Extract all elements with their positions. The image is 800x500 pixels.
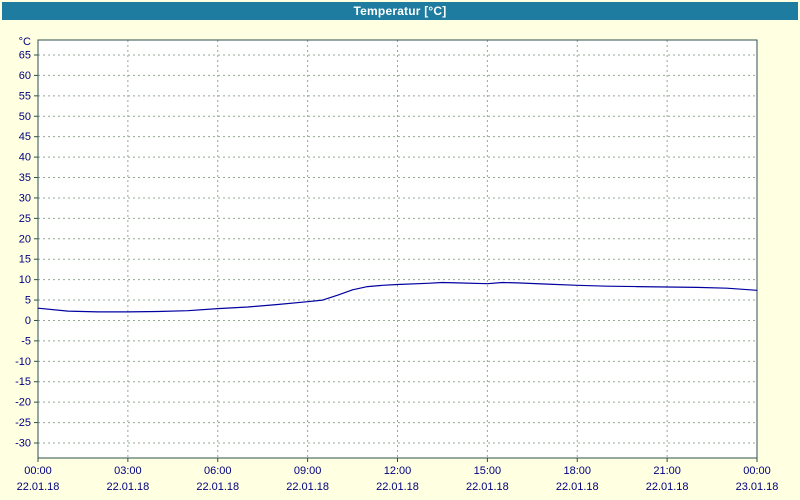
y-axis-tick-label: 15 [19,254,31,266]
y-axis-tick-label: 0 [25,315,31,327]
y-axis-tick-label: 45 [19,131,31,143]
y-axis-tick-label: -10 [15,356,31,368]
window-title-bar: Temperatur [°C] [2,2,798,20]
y-axis-tick-label: 50 [19,111,31,123]
y-axis-tick-label: 40 [19,152,31,164]
x-axis-time-label: 12:00 [384,465,412,477]
plot-area [38,40,757,458]
x-axis-date-label: 22.01.18 [556,481,599,493]
x-axis-date-label: 22.01.18 [17,481,60,493]
temperature-chart: 65 60 55 50 45 40 35 30 25 20 15 10 5 0 -5 -10 -15 -20 -25… [0,20,800,500]
y-axis-tick-label: -20 [15,397,31,409]
x-axis-time-label: 00:00 [743,465,771,477]
y-axis-tick-label: 65 [19,50,31,62]
y-axis-tick-label: 20 [19,233,31,245]
x-axis-time-label: 00:00 [24,465,52,477]
chart-title: Temperatur [°C] [353,4,447,18]
x-axis-date-label: 22.01.18 [646,481,689,493]
temperature-line [37,281,758,313]
y-axis-tick-label: -30 [15,438,31,450]
y-axis-tick-label: -15 [15,376,31,388]
x-axis-time-label: 15:00 [474,465,502,477]
y-axis-tick-label: 25 [19,213,31,225]
y-axis-tick-label: -5 [21,335,31,347]
x-axis-date-label: 22.01.18 [106,481,149,493]
x-axis-date-label: 22.01.18 [376,481,419,493]
plot-border [37,39,758,459]
x-axis-date-label: 23.01.18 [736,481,779,493]
x-axis-time-label: 06:00 [204,465,232,477]
x-axis-time-label: 21:00 [653,465,681,477]
y-axis-tick-label: 60 [19,70,31,82]
x-axis-date-label: 22.01.18 [466,481,509,493]
y-axis-tick-label: 55 [19,90,31,102]
x-axis-time-label: 03:00 [114,465,142,477]
y-axis-tick-label: 30 [19,192,31,204]
y-axis-unit-label: °C [19,36,31,48]
y-axis-tick-label: 35 [19,172,31,184]
x-axis-time-label: 18:00 [563,465,591,477]
x-axis-date-label: 22.01.18 [196,481,239,493]
y-axis-tick-label: 10 [19,274,31,286]
x-axis-time-label: 09:00 [294,465,322,477]
y-axis-tick-label: -25 [15,417,31,429]
y-axis-tick-label: 5 [25,295,31,307]
line-chart-canvas: 65605550454035302520151050-5-10-15-20-25… [15,36,779,493]
x-axis-date-label: 22.01.18 [286,481,329,493]
